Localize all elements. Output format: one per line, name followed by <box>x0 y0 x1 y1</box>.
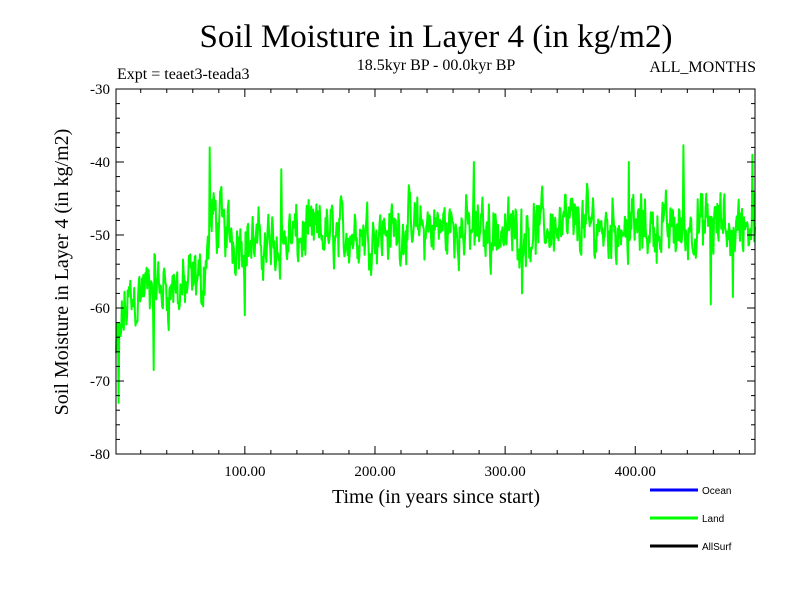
x-tick-label: 200.00 <box>354 464 395 480</box>
y-tick-label: -80 <box>90 447 110 463</box>
chart-title: Soil Moisture in Layer 4 (in kg/m2) <box>200 19 673 55</box>
series-line-land <box>115 144 756 404</box>
legend-label-land: Land <box>702 514 724 525</box>
plot-frame <box>115 88 756 455</box>
chart-experiment: Expt = teaet3-teada3 <box>117 66 250 83</box>
y-axis-label: Soil Moisture in Layer 4 (in kg/m2) <box>51 129 73 416</box>
legend-label-allsurf: AllSurf <box>702 542 732 553</box>
y-tick-label: -70 <box>90 374 110 390</box>
y-tick-label: -50 <box>90 228 110 244</box>
y-tick-label: -30 <box>90 82 110 98</box>
y-tick-label: -40 <box>90 155 110 171</box>
ticks-layer: -30 -40 -50 -60 -70 -80 100.00 200.00 300.00 400.… <box>90 82 755 480</box>
chart-subtitle: 18.5kyr BP - 00.0kyr BP <box>357 57 516 74</box>
axes-layer <box>115 88 756 455</box>
legend: Ocean Land AllSurf <box>650 486 732 553</box>
y-tick-label: -60 <box>90 301 110 317</box>
legend-label-ocean: Ocean <box>702 486 731 497</box>
chart-season: ALL_MONTHS <box>649 59 756 76</box>
x-axis-label: Time (in years since start) <box>332 486 540 508</box>
x-tick-label: 100.00 <box>224 464 265 480</box>
series-layer <box>115 144 756 404</box>
x-tick-label: 400.00 <box>615 464 656 480</box>
x-tick-label: 300.00 <box>485 464 526 480</box>
